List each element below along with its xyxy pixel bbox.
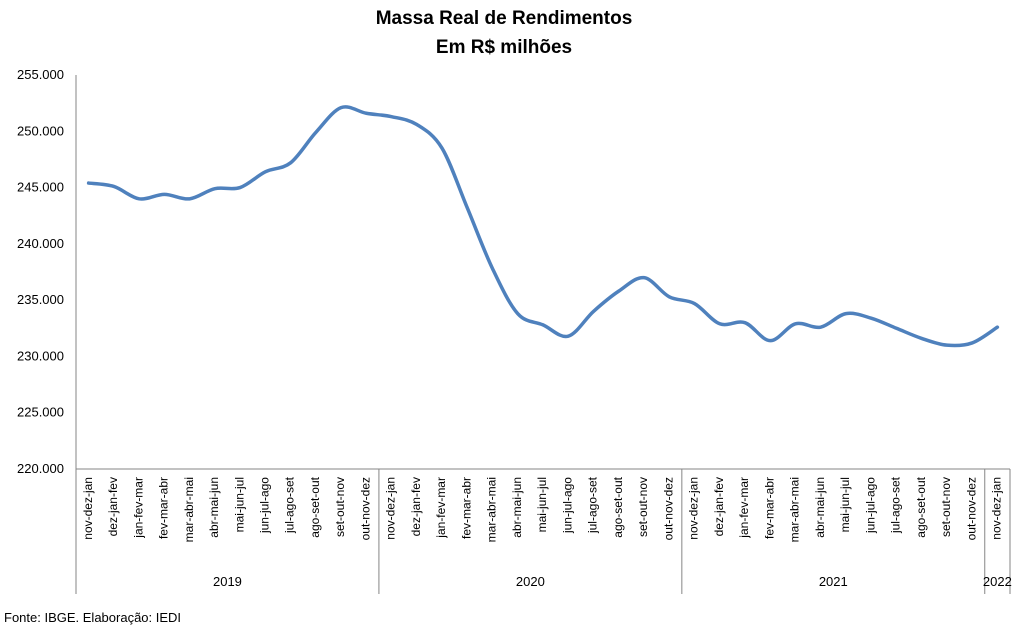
x-tick-label: ago-set-out — [611, 476, 625, 537]
y-axis-ticks: 220.000 225.000 230.000 235.000 240.000 245.0… — [17, 67, 64, 476]
x-tick-label: jul-ago-set — [586, 476, 600, 534]
chart-subtitle: Em R$ milhões — [436, 37, 572, 58]
x-tick-label: nov-dez-jan — [81, 477, 95, 540]
x-tick-label: set-out-nov — [636, 477, 650, 537]
x-tick-label: abr-mai-jun — [207, 477, 221, 538]
x-tick-label: jul-ago-set — [889, 476, 903, 534]
x-tick-label: ago-set-out — [914, 476, 928, 537]
x-tick-label: jan-fev-mar — [737, 477, 751, 539]
year-label: 2022 — [983, 574, 1012, 589]
x-tick-label: mar-abr-mai — [182, 477, 196, 542]
y-tick-label: 230.000 — [17, 348, 64, 363]
x-tick-label: jun-jul-ago — [863, 477, 877, 534]
year-label: 2021 — [819, 574, 848, 589]
series-line-massa-real — [86, 105, 1000, 348]
x-tick-label: jun-jul-ago — [257, 477, 271, 534]
y-tick-label: 255.000 — [17, 67, 64, 82]
source-note: Fonte: IBGE. Elaboração: IEDI — [4, 610, 182, 625]
x-tick-label: set-out-nov — [333, 477, 347, 537]
x-tick-label: jan-fev-mar — [131, 477, 145, 539]
x-tick-label: abr-mai-jun — [813, 477, 827, 538]
year-axis: 2019 2020 2021 2022 — [75, 469, 1012, 594]
x-tick-label: out-nov-dez — [358, 477, 372, 540]
x-tick-label: nov-dez-jan — [990, 477, 1004, 540]
x-tick-label: mar-abr-mai — [485, 477, 499, 542]
y-tick-label: 235.000 — [17, 292, 64, 307]
y-tick-label: 245.000 — [17, 180, 64, 195]
x-tick-label: set-out-nov — [939, 477, 953, 537]
x-tick-label: abr-mai-jun — [510, 477, 524, 538]
x-tick-label: out-nov-dez — [964, 477, 978, 540]
y-tick-label: 220.000 — [17, 461, 64, 476]
x-tick-label: jun-jul-ago — [560, 477, 574, 534]
x-tick-label: jan-fev-mar — [434, 477, 448, 539]
y-tick-label: 225.000 — [17, 405, 64, 420]
x-tick-label: mar-abr-mai — [788, 477, 802, 542]
year-label: 2019 — [213, 574, 242, 589]
x-tick-label: mai-jun-jul — [232, 477, 246, 532]
x-axis-ticks: nov-dez-jan dez-jan-fev jan-fev-mar fev-mar… — [81, 476, 1004, 542]
x-tick-label: nov-dez-jan — [687, 477, 701, 540]
x-tick-label: mai-jun-jul — [838, 477, 852, 532]
x-tick-label: fev-mar-abr — [157, 477, 171, 539]
y-tick-label: 250.000 — [17, 123, 64, 138]
chart-title: Massa Real de Rendimentos — [376, 8, 633, 29]
x-tick-label: fev-mar-abr — [459, 477, 473, 539]
y-tick-label: 240.000 — [17, 236, 64, 251]
x-tick-label: out-nov-dez — [661, 477, 675, 540]
x-tick-label: dez-jan-fev — [106, 477, 120, 536]
x-tick-label: dez-jan-fev — [712, 477, 726, 536]
x-tick-label: nov-dez-jan — [384, 477, 398, 540]
year-label: 2020 — [516, 574, 545, 589]
x-tick-label: ago-set-out — [308, 476, 322, 537]
x-tick-label: jul-ago-set — [283, 476, 297, 534]
x-tick-label: dez-jan-fev — [409, 477, 423, 536]
x-tick-label: fev-mar-abr — [762, 477, 776, 539]
x-tick-label: mai-jun-jul — [535, 477, 549, 532]
